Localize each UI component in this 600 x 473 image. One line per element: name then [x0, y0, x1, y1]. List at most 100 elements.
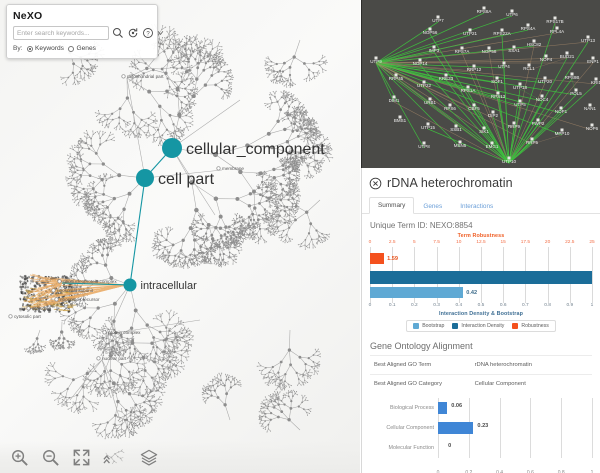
help-icon[interactable]: ?	[142, 27, 154, 39]
tree-node-label[interactable]: membrane	[216, 166, 245, 171]
radio-keywords-dot[interactable]	[26, 45, 33, 52]
gene-node[interactable]	[482, 126, 486, 130]
gene-node[interactable]	[527, 63, 531, 67]
gene-node[interactable]	[418, 58, 422, 62]
gene-node[interactable]	[588, 103, 592, 107]
tab-genes[interactable]: Genes	[423, 203, 443, 210]
gene-node[interactable]	[466, 85, 470, 89]
gene-node[interactable]	[496, 91, 500, 95]
gene-node[interactable]	[510, 9, 514, 13]
gene-node[interactable]	[532, 39, 536, 43]
gene-node[interactable]	[468, 28, 472, 32]
gene-node[interactable]	[454, 124, 458, 128]
search-icon[interactable]	[112, 27, 124, 39]
gene-node[interactable]	[422, 141, 426, 145]
gene-node[interactable]	[518, 99, 522, 103]
search-row[interactable]: ?	[13, 26, 164, 40]
highlighted-node[interactable]: cellular_component	[162, 138, 325, 158]
gene-interaction-network[interactable]: UTP9 UTP7 RPS8A UTP6 RPS17B NOP56 UTP21 RPS22A R…	[361, 0, 600, 168]
tree-node-label[interactable]: ribosome	[26, 306, 52, 311]
layers-button[interactable]	[139, 448, 159, 467]
radio-genes[interactable]: Genes	[67, 45, 96, 52]
gene-node[interactable]	[428, 97, 432, 101]
gene-node[interactable]	[574, 88, 578, 92]
gene-node[interactable]	[472, 103, 476, 107]
gene-node[interactable]	[495, 76, 499, 80]
gene-node[interactable]	[460, 46, 464, 50]
gene-node[interactable]	[491, 110, 495, 114]
gene-node[interactable]	[448, 103, 452, 107]
gene-node[interactable]	[570, 72, 574, 76]
tab-summary[interactable]: Summary	[369, 197, 415, 214]
search-input[interactable]	[13, 26, 109, 40]
tree-node-label[interactable]: ribonucleoprotein complex	[57, 279, 118, 284]
gene-node[interactable]	[512, 121, 516, 125]
gene-node[interactable]	[591, 56, 595, 60]
gene-node[interactable]	[586, 35, 590, 39]
gene-node[interactable]	[530, 137, 534, 141]
gene-node[interactable]	[512, 45, 516, 49]
legend-item[interactable]: Bootstrap	[413, 323, 444, 329]
collapse-network-button[interactable]	[103, 448, 127, 467]
gene-node[interactable]	[487, 46, 491, 50]
gene-node[interactable]	[394, 73, 398, 77]
gene-node[interactable]	[398, 115, 402, 119]
gene-node[interactable]	[432, 45, 436, 49]
legend-item[interactable]: Interaction Density	[452, 323, 504, 329]
tree-toolbar[interactable]	[0, 441, 360, 473]
tree-node-label[interactable]: nuclear part	[96, 356, 127, 361]
tab-interactions[interactable]: Interactions	[460, 203, 494, 210]
highlighted-node[interactable]: cell part	[136, 169, 215, 188]
search-panel[interactable]: NeXO ? By: Keywords Genes	[6, 4, 164, 59]
gene-node[interactable]	[544, 54, 548, 58]
refresh-icon[interactable]	[127, 27, 139, 39]
detail-tabs[interactable]: Summary Genes Interactions	[362, 194, 600, 214]
gene-label: RRP9	[508, 124, 521, 129]
zoom-in-button[interactable]	[10, 448, 29, 467]
gene-node[interactable]	[502, 61, 506, 65]
term-detail-panel[interactable]: rDNA heterochromatin Summary Genes Inter…	[361, 168, 600, 473]
gene-node[interactable]	[560, 128, 564, 132]
gene-node[interactable]	[543, 76, 547, 80]
fit-to-screen-button[interactable]	[72, 448, 91, 467]
gene-node[interactable]	[536, 118, 540, 122]
close-circle-icon[interactable]	[369, 177, 382, 190]
gene-node[interactable]	[436, 15, 440, 19]
radio-genes-dot[interactable]	[67, 45, 74, 52]
gene-node[interactable]	[565, 51, 569, 55]
gene-node[interactable]	[490, 141, 494, 145]
gene-node[interactable]	[559, 106, 563, 110]
gene-node[interactable]	[374, 56, 378, 60]
gene-node[interactable]	[594, 77, 598, 81]
tree-node-label[interactable]: ribosome precursor	[54, 297, 100, 302]
gene-node[interactable]	[422, 80, 426, 84]
gene-node[interactable]	[540, 94, 544, 98]
gene-node[interactable]	[500, 28, 504, 32]
gene-node[interactable]	[426, 122, 430, 126]
gene-node[interactable]	[553, 16, 557, 20]
tree-node-label[interactable]: cytosolic part	[8, 314, 42, 319]
tree-node-label[interactable]: mitochondrial part	[121, 74, 164, 79]
search-mode-radios[interactable]: By: Keywords Genes	[13, 45, 151, 52]
gene-node[interactable]	[590, 123, 594, 127]
gene-node[interactable]	[518, 82, 522, 86]
gene-node[interactable]	[526, 23, 530, 27]
gene-node[interactable]	[458, 140, 462, 144]
gene-node[interactable]	[482, 6, 486, 10]
highlighted-node[interactable]: intracellular	[123, 278, 198, 292]
gene-node[interactable]	[392, 95, 396, 99]
gene-node[interactable]	[428, 27, 432, 31]
radio-keywords[interactable]: Keywords	[26, 45, 64, 52]
gene-node[interactable]	[444, 73, 448, 77]
chevron-down-icon[interactable]	[157, 27, 164, 39]
tree-node-label[interactable]: protein complex	[102, 330, 141, 335]
zoom-out-button[interactable]	[41, 448, 60, 467]
legend-item[interactable]: Robustness	[512, 323, 549, 329]
tree-node-label[interactable]: ribosomal subunit	[51, 288, 94, 293]
gene-node[interactable]	[472, 64, 476, 68]
gene-node[interactable]	[555, 26, 559, 30]
gene-node[interactable]	[507, 156, 511, 160]
network-canvas[interactable]: UTP9 UTP7 RPS8A UTP6 RPS17B NOP56 UTP21 RPS22A R…	[362, 0, 600, 168]
